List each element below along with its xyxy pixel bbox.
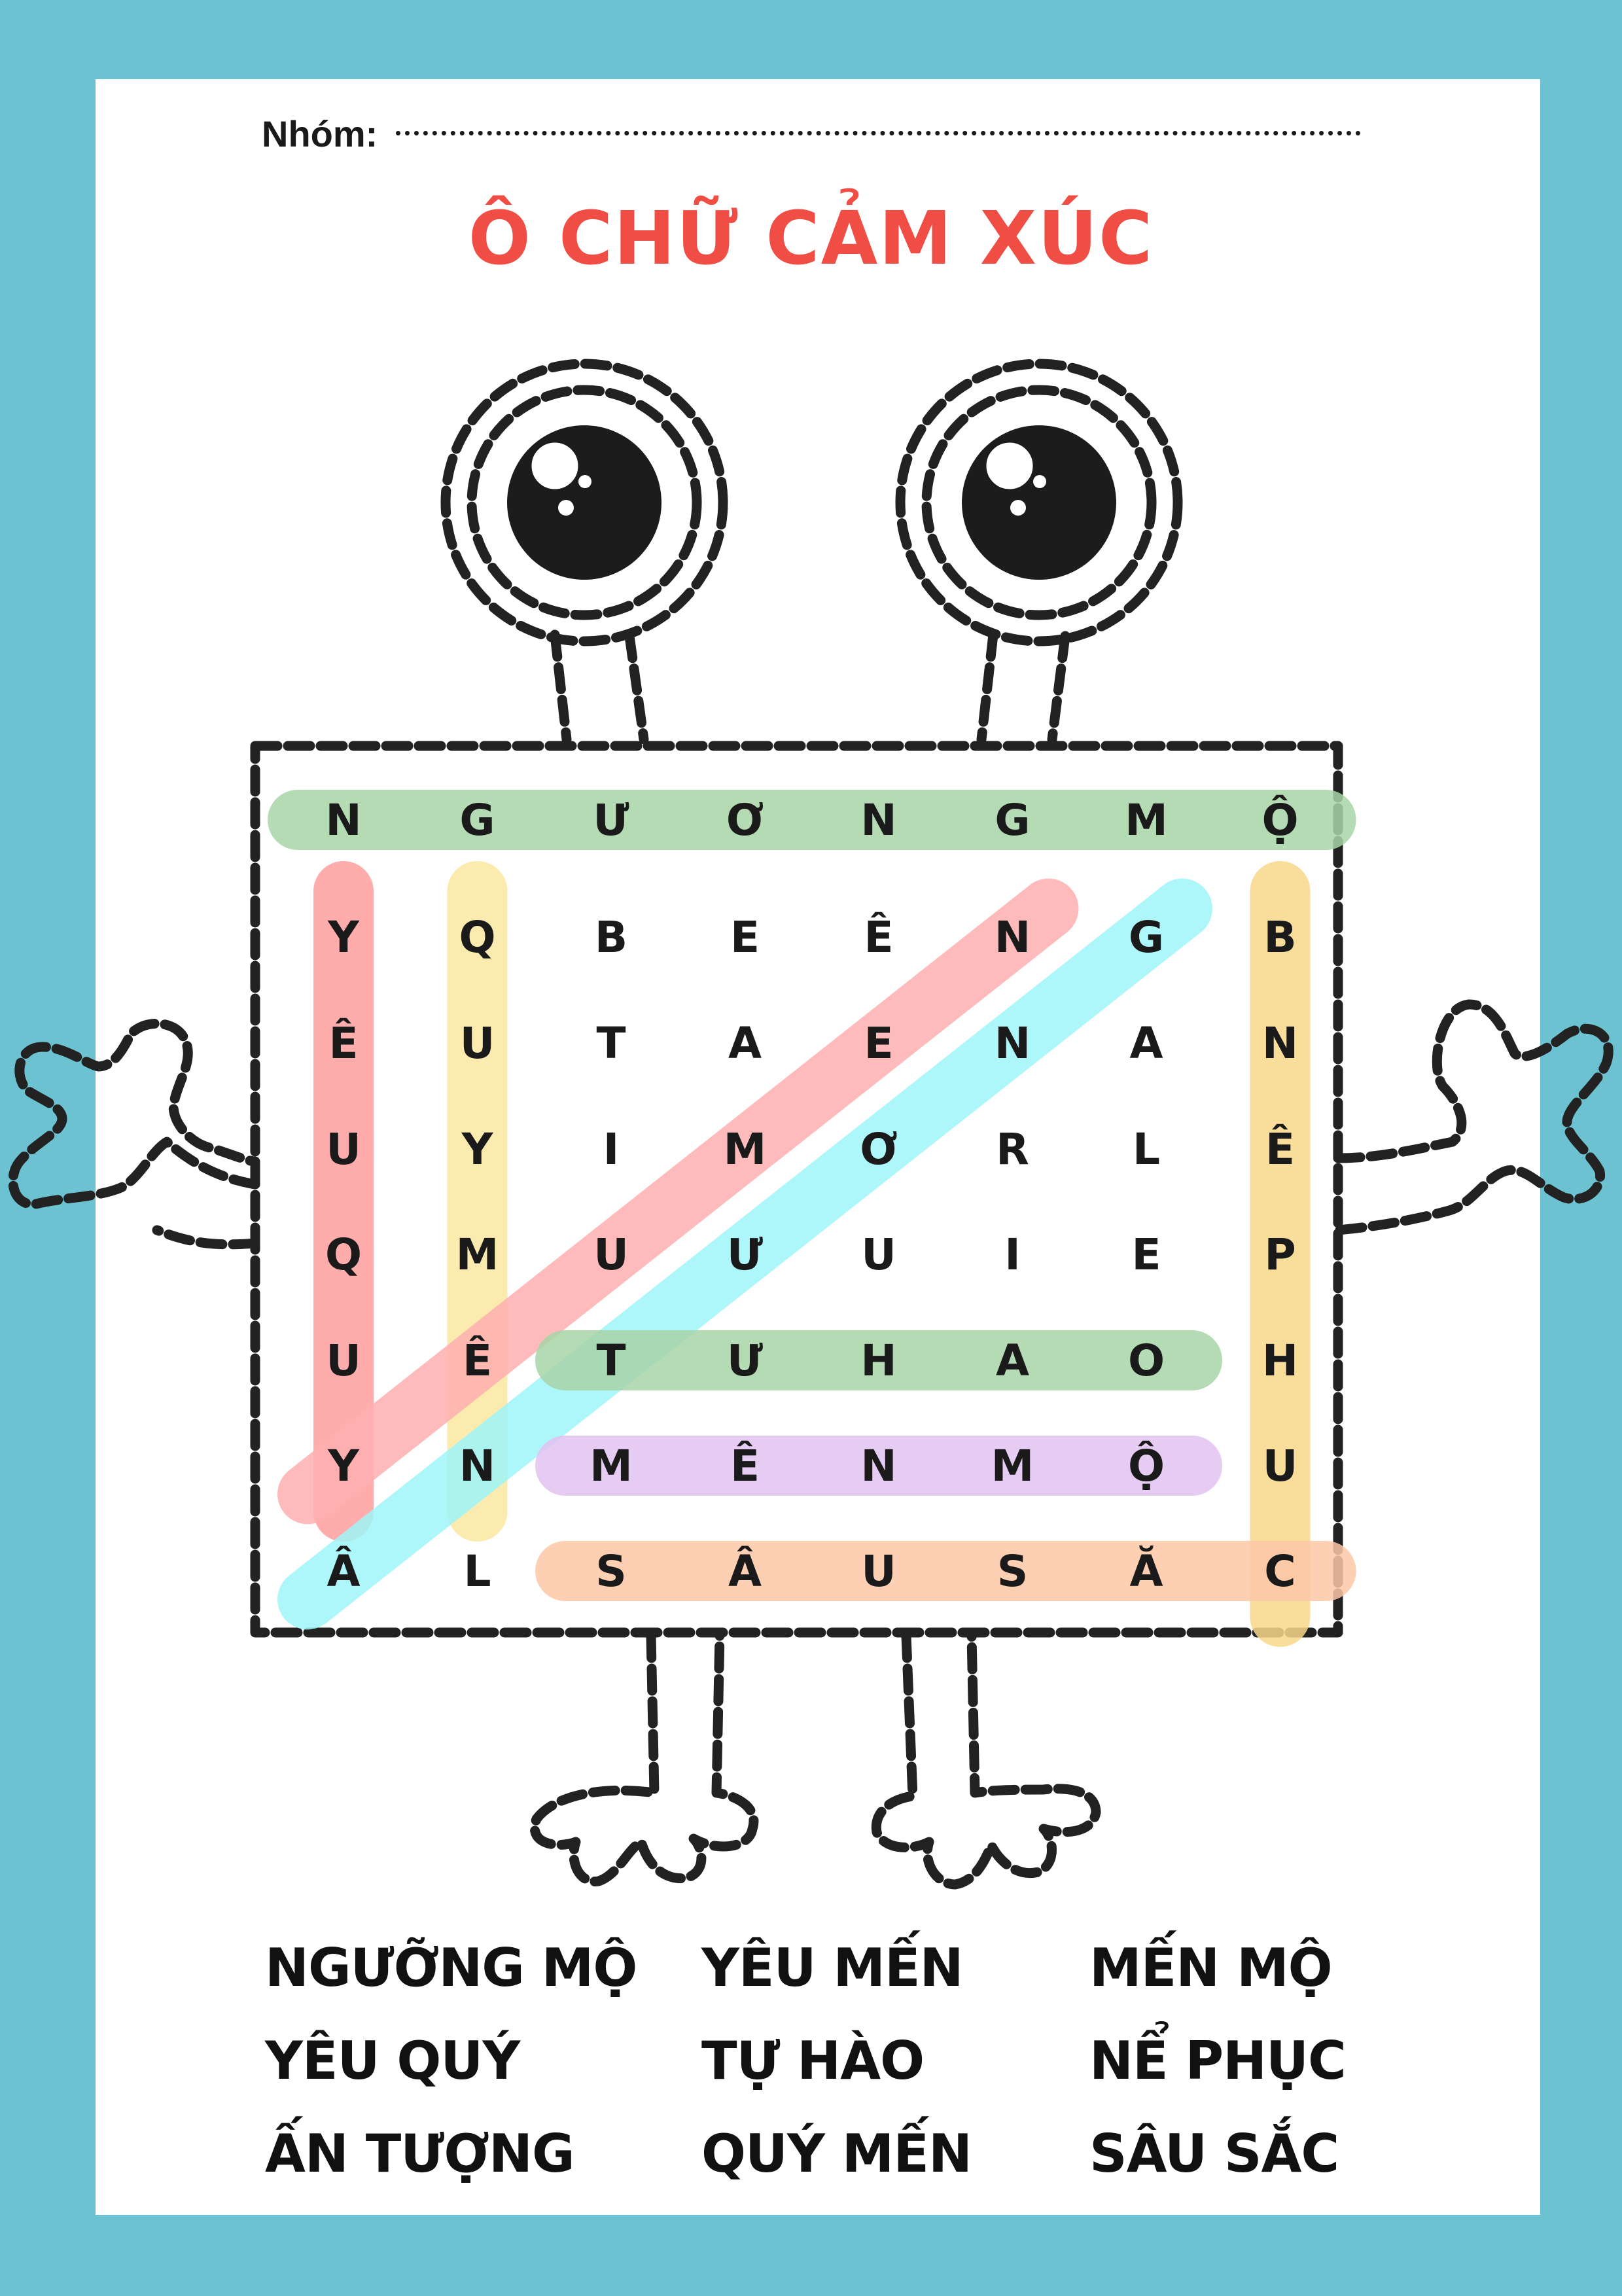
grid-cell: O — [1127, 1335, 1165, 1386]
grid-cell: N — [860, 1440, 897, 1491]
grid-cell: Ơ — [860, 1123, 898, 1174]
grid-cell: E — [864, 1017, 894, 1069]
word-list-item: ẤN TƯỢNG — [265, 2123, 575, 2184]
grid-cell: Ư — [726, 1229, 764, 1280]
grid-cell: I — [1004, 1229, 1021, 1280]
grid-cell: A — [728, 1017, 762, 1069]
grid-cell: N — [860, 794, 897, 845]
right-leg — [871, 1631, 1101, 1890]
grid-cell: M — [455, 1229, 499, 1280]
grid-cell: Ê — [1265, 1123, 1296, 1174]
grid-cell: Ộ — [1127, 1440, 1165, 1491]
page-title: Ô CHỮ CẢM XÚC — [468, 196, 1154, 281]
word-list-item: YÊU QUÝ — [265, 2030, 520, 2091]
grid-cell: N — [459, 1440, 496, 1491]
grid-cell: A — [995, 1335, 1030, 1386]
grid-cell: S — [996, 1545, 1029, 1597]
grid-cell: U — [593, 1229, 629, 1280]
right-eye-stalk — [976, 629, 1070, 745]
right-eye-ring-inner — [921, 385, 1157, 620]
grid-cell: Ê — [328, 1017, 359, 1069]
grid-cell: M — [1125, 794, 1168, 845]
grid-cell: Ư — [726, 1335, 764, 1386]
grid-cell: G — [459, 794, 495, 845]
word-list-item: SÂU SẮC — [1089, 2123, 1339, 2184]
grid-cell: B — [1263, 911, 1297, 963]
grid-cell: Q — [459, 911, 496, 963]
grid-cell: G — [1128, 911, 1165, 963]
word-list-item: TỰ HÀO — [701, 2030, 925, 2091]
grid-cell: L — [463, 1545, 491, 1597]
grid-cell: M — [723, 1123, 767, 1174]
group-label: Nhóm: — [262, 113, 378, 154]
grid-cell: U — [326, 1123, 361, 1174]
left-eye-ring-inner — [467, 385, 702, 620]
grid-cell: N — [994, 911, 1031, 963]
grid-cell: Ê — [462, 1335, 493, 1386]
grid-cell: N — [994, 1017, 1031, 1069]
grid-cell: T — [596, 1017, 626, 1069]
word-list-column-3: MẾN MỘ NỂ PHỤC SÂU SẮC — [1089, 1937, 1347, 2221]
grid-cell: C — [1264, 1545, 1296, 1597]
grid-cell: Â — [326, 1545, 361, 1597]
word-list-column-1: NGƯỠNG MỘ YÊU QUÝ ẤN TƯỢNG — [265, 1942, 637, 2221]
grid-cell: L — [1132, 1123, 1161, 1174]
right-eye-ring-outer — [895, 359, 1183, 646]
left-leg — [529, 1631, 759, 1886]
answer-highlights — [268, 790, 1356, 1647]
left-eye-stalk — [550, 629, 649, 745]
word-list-item: QUÝ MẾN — [701, 2123, 972, 2184]
highlight-antuong — [277, 878, 1079, 1525]
grid-cell: P — [1264, 1229, 1296, 1280]
grid-cell: S — [595, 1545, 627, 1597]
grid-cell: Ê — [864, 911, 894, 963]
grid-cell: Y — [461, 1123, 493, 1174]
grid-cell: Y — [328, 911, 359, 963]
grid-cell: Ê — [730, 1440, 760, 1491]
grid-cell: U — [861, 1229, 896, 1280]
grid-cell: H — [860, 1335, 897, 1386]
grid-cell: Ă — [1129, 1545, 1163, 1597]
highlight-antuong2 — [277, 878, 1212, 1630]
group-name-line — [396, 131, 1361, 135]
grid-cell: U — [326, 1335, 361, 1386]
grid-cell: A — [1129, 1017, 1163, 1069]
grid-body-outline — [250, 741, 1343, 1638]
grid-cell: N — [325, 794, 362, 845]
grid-cell: Q — [325, 1229, 362, 1280]
left-eye-pupil — [507, 425, 661, 580]
grid-cell: I — [603, 1123, 620, 1174]
grid-cell: U — [1262, 1440, 1298, 1491]
word-list-item: MẾN MỘ — [1089, 1937, 1333, 1998]
grid-cell: Â — [728, 1545, 762, 1597]
word-list-item: YÊU MẾN — [701, 1937, 964, 1998]
grid-cell: B — [594, 911, 628, 963]
grid-cell: E — [730, 911, 760, 963]
right-eye-pupil — [962, 425, 1116, 580]
grid-cell: R — [996, 1123, 1029, 1174]
grid-cell: Ơ — [726, 794, 764, 845]
word-list-item: NGƯỠNG MỘ — [265, 1937, 637, 1998]
left-eye-ring-outer — [440, 359, 728, 646]
grid-cell: U — [861, 1545, 896, 1597]
grid-cell: G — [995, 794, 1031, 845]
grid-cell: T — [596, 1335, 626, 1386]
grid-cell: Y — [328, 1440, 359, 1491]
grid-cell: N — [1261, 1017, 1299, 1069]
grid-cell: U — [459, 1017, 495, 1069]
grid-cell: H — [1261, 1335, 1299, 1386]
word-list-column-2: YÊU MẾN TỰ HÀO QUÝ MẾN — [701, 1942, 972, 2221]
grid-cell: E — [1131, 1229, 1161, 1280]
grid-cell: Ộ — [1261, 794, 1299, 845]
grid-cell: M — [991, 1440, 1034, 1491]
right-arm — [1333, 999, 1613, 1235]
left-arm — [8, 1018, 260, 1250]
word-list-item: NỂ PHỤC — [1089, 2030, 1347, 2091]
grid-cell: M — [590, 1440, 633, 1491]
grid-cell: Ư — [593, 794, 629, 845]
